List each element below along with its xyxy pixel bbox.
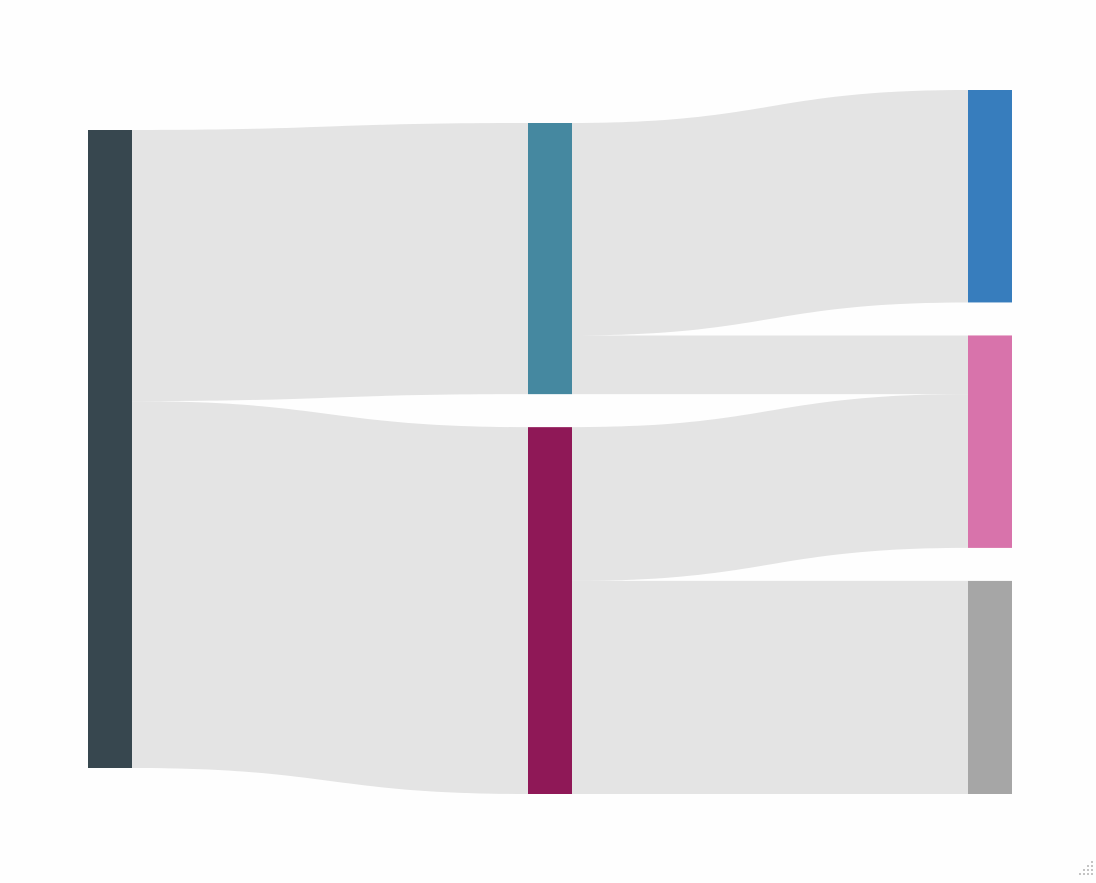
sankey-node-n2[interactable] [528,427,572,794]
sankey-link-n0-n2[interactable] [132,401,528,794]
sankey-node-n1[interactable] [528,123,572,395]
sankey-node-n0[interactable] [88,130,132,768]
sankey-node-n4[interactable] [968,335,1012,548]
nodes-layer [88,90,1012,794]
sankey-link-n1-n3[interactable] [572,90,968,336]
sankey-node-n3[interactable] [968,90,1012,303]
sankey-link-n0-n1[interactable] [132,123,528,402]
sankey-link-n1-n4[interactable] [572,335,968,395]
sankey-node-n5[interactable] [968,580,1012,794]
links-layer [132,90,968,794]
sankey-link-n2-n5[interactable] [572,580,968,794]
sankey-link-n2-n4[interactable] [572,394,968,581]
resize-grip-icon[interactable] [1066,848,1096,878]
